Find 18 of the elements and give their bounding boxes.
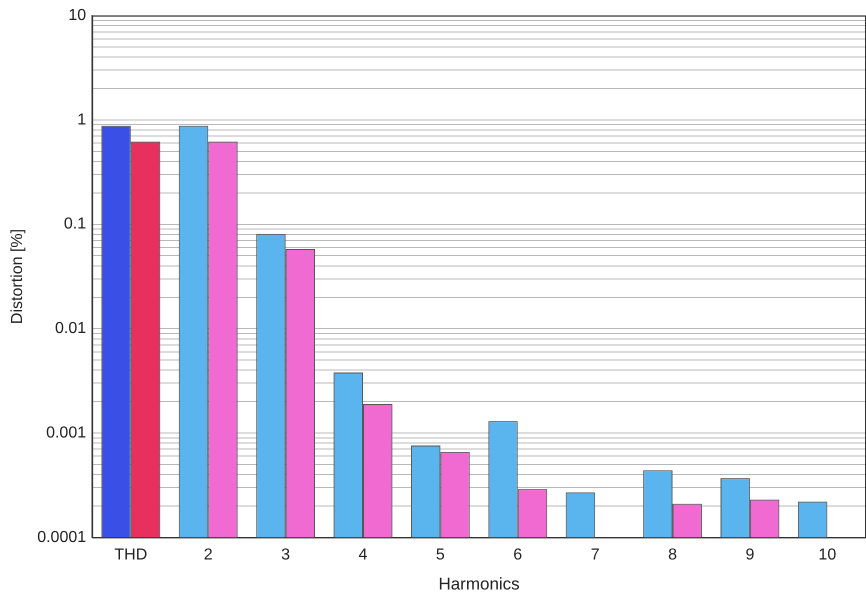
y-axis-title: Distortion [%]: [9, 228, 26, 324]
x-tick-label: 4: [358, 546, 368, 564]
x-tick-label: 10: [818, 546, 836, 564]
x-tick-label: 3: [281, 546, 290, 564]
y-tick-label: 0.1: [64, 216, 86, 233]
x-tick-label: THD: [114, 546, 148, 564]
x-tick-label: 2: [204, 546, 213, 564]
x-axis-title: Harmonics: [438, 574, 520, 594]
x-tick-label: 5: [436, 546, 445, 564]
x-tick-label: 9: [745, 546, 754, 564]
y-tick-label: 0.0001: [37, 528, 86, 546]
x-tick-label: 7: [590, 546, 600, 564]
y-tick-label: 0.001: [46, 424, 86, 442]
y-tick-label: 10: [68, 7, 86, 24]
x-tick-label: 6: [513, 546, 522, 564]
y-tick-label: 1: [77, 111, 86, 128]
y-tick-label: 0.01: [54, 320, 86, 338]
x-tick-label: 8: [668, 546, 678, 564]
